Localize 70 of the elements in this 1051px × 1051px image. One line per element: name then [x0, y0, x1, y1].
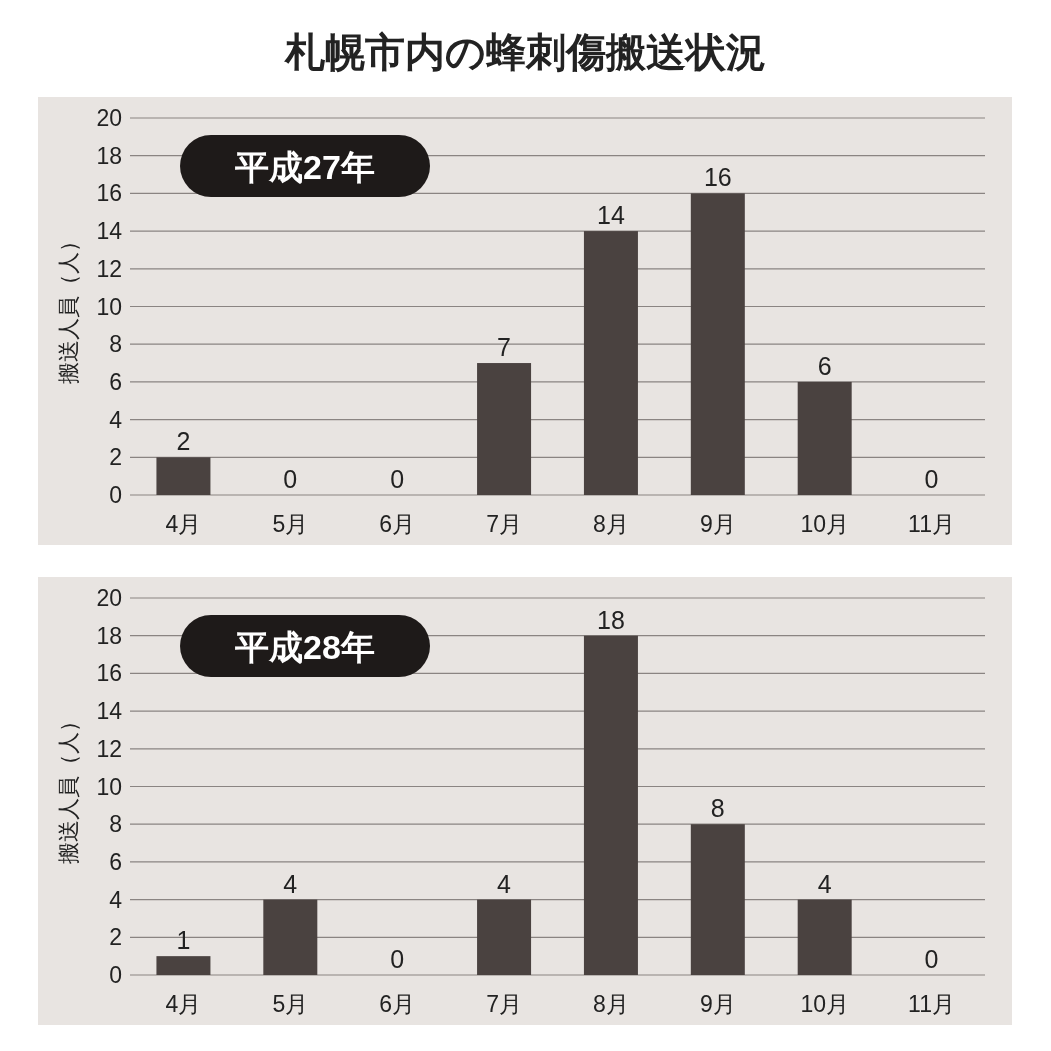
data-label: 16: [703, 163, 732, 192]
y-tick-label: 14: [96, 698, 123, 725]
data-label: 0: [390, 945, 405, 973]
x-tick-label: 4月: [165, 511, 202, 537]
data-label: 1: [176, 926, 191, 955]
x-tick-label: 9月: [699, 511, 736, 537]
y-tick-label: 18: [96, 142, 122, 169]
bar: [263, 899, 318, 975]
data-label: 0: [390, 465, 405, 493]
data-label: 0: [283, 465, 298, 493]
data-label: 6: [817, 351, 832, 380]
bar: [583, 635, 638, 975]
y-tick-label: 12: [96, 255, 122, 282]
data-label: 2: [176, 427, 191, 456]
data-label: 14: [597, 201, 625, 230]
x-tick-label: 5月: [272, 511, 309, 537]
text: 平成28年: [234, 628, 375, 666]
y-axis-title: 搬送人員（人）: [56, 709, 81, 864]
x-tick-label: 8月: [593, 991, 629, 1017]
bar: [156, 457, 211, 495]
y-tick-label: 12: [96, 735, 122, 762]
y-tick-label: 14: [96, 218, 123, 245]
y-tick-label: 20: [96, 105, 122, 131]
data-label: 4: [283, 869, 298, 898]
text: 平成27年: [234, 148, 375, 186]
x-tick-label: 11月: [908, 511, 956, 537]
bar: [583, 231, 638, 495]
bar: [156, 956, 211, 975]
x-tick-label: 5月: [272, 991, 309, 1017]
y-tick-label: 0: [109, 482, 122, 508]
x-tick-label: 9月: [699, 991, 736, 1017]
y-tick-label: 2: [109, 444, 122, 471]
data-label: 4: [497, 869, 512, 898]
data-label: 7: [497, 333, 512, 362]
bar: [477, 899, 532, 975]
bar: [797, 381, 852, 495]
y-tick-label: 16: [96, 660, 122, 687]
bar: [690, 824, 745, 975]
x-tick-label: 11月: [908, 991, 956, 1017]
y-tick-label: 0: [109, 962, 122, 988]
data-label: 4: [817, 869, 832, 898]
y-tick-label: 18: [96, 622, 122, 649]
bar: [797, 899, 852, 975]
y-tick-label: 6: [109, 368, 122, 395]
y-tick-label: 10: [96, 773, 122, 800]
data-label: 0: [924, 945, 939, 973]
data-label: 0: [924, 465, 939, 493]
y-tick-label: 10: [96, 293, 122, 320]
x-tick-label: 6月: [379, 991, 416, 1017]
y-tick-label: 4: [109, 406, 123, 433]
x-tick-label: 10月: [800, 991, 849, 1017]
y-tick-label: 6: [109, 848, 122, 875]
y-tick-label: 20: [96, 585, 122, 611]
data-label: 18: [597, 605, 625, 634]
y-tick-label: 8: [109, 331, 122, 358]
x-tick-label: 7月: [486, 511, 522, 537]
chart-title: 札幌市内の蜂刺傷搬送状況: [283, 30, 766, 74]
y-tick-label: 16: [96, 180, 122, 207]
y-tick-label: 8: [109, 811, 122, 838]
x-tick-label: 4月: [165, 991, 202, 1017]
y-axis-title: 搬送人員（人）: [56, 229, 81, 384]
y-tick-label: 2: [109, 924, 122, 951]
x-tick-label: 10月: [800, 511, 849, 537]
x-tick-label: 7月: [486, 991, 522, 1017]
y-tick-label: 4: [109, 886, 123, 913]
x-tick-label: 8月: [593, 511, 629, 537]
bar: [690, 193, 745, 495]
data-label: 8: [710, 794, 725, 823]
bar: [477, 363, 532, 495]
x-tick-label: 6月: [379, 511, 416, 537]
